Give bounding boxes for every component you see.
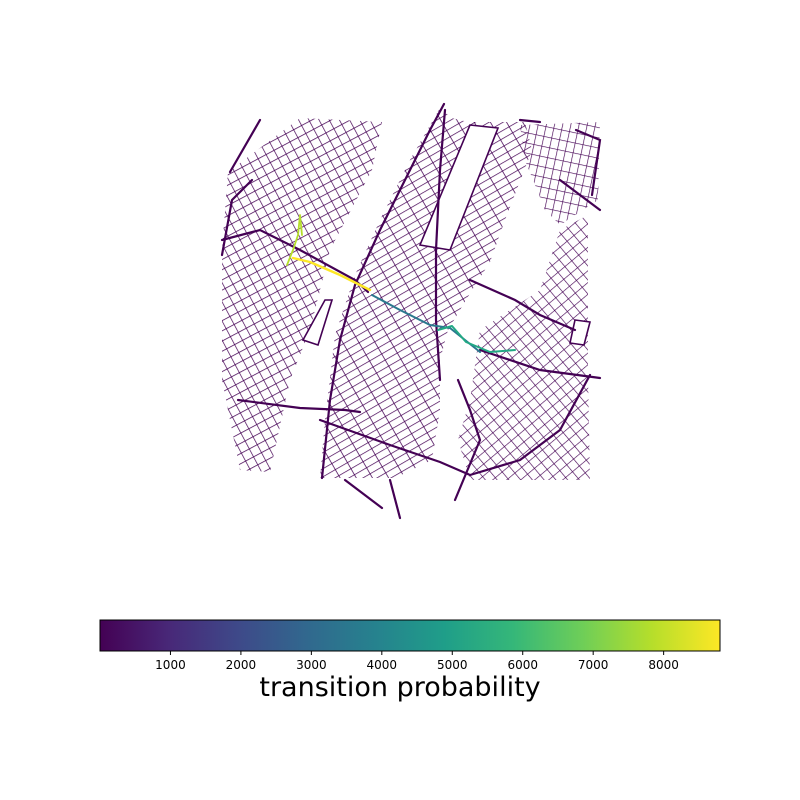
- colorbar-tick-label: 2000: [226, 658, 257, 670]
- major-roads: [220, 102, 602, 520]
- colorbar-ticks: 1000 2000 3000 4000 5000 6000 7000 8000: [155, 651, 679, 672]
- colorbar: 1000 2000 3000 4000 5000 6000 7000 8000 transit…: [0, 600, 800, 720]
- colorbar-tick-label: 3000: [296, 658, 327, 670]
- colorbar-tick-label: 8000: [648, 658, 679, 670]
- colorbar-label: transition probability: [259, 672, 541, 703]
- colorbar-tick-label: 6000: [507, 658, 538, 670]
- colorbar-tick-label: 7000: [578, 658, 609, 670]
- highlighted-route: [286, 214, 516, 353]
- route-segment-cyan: [437, 325, 516, 353]
- colorbar-gradient: [99, 619, 721, 652]
- route-segment-yellow: [291, 256, 372, 292]
- colorbar-graphic: 1000 2000 3000 4000 5000 6000 7000 8000: [99, 619, 721, 672]
- route-segment-green: [286, 214, 303, 266]
- colorbar-tick-label: 4000: [367, 658, 398, 670]
- street-network-map: [220, 102, 602, 520]
- colorbar-tick-label: 5000: [437, 658, 468, 670]
- colorbar-tick-label: 1000: [155, 658, 186, 670]
- park-areas: [301, 124, 592, 347]
